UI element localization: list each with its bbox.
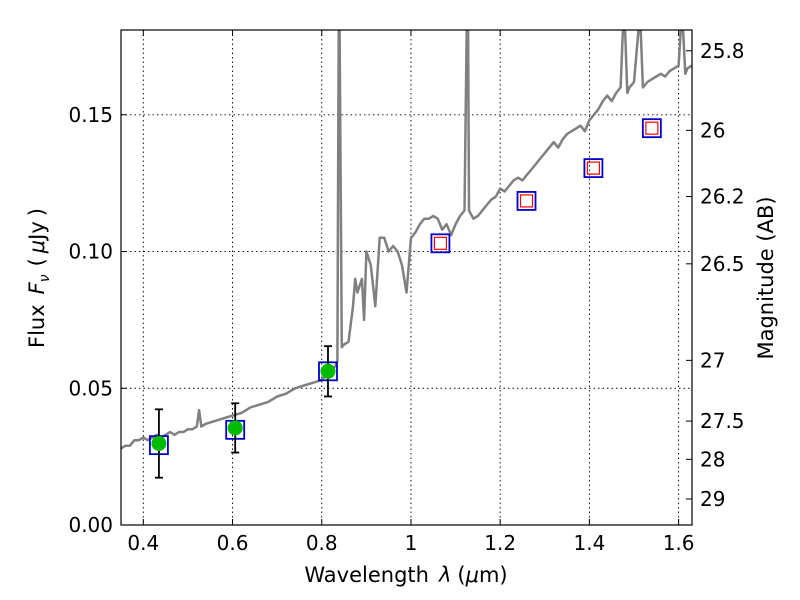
y2-tick-label: 26.5 bbox=[700, 252, 745, 276]
y-tick-label: 0.00 bbox=[68, 513, 113, 537]
x-tick-label: 0.4 bbox=[127, 531, 159, 555]
x-tick-label: 0.6 bbox=[217, 531, 249, 555]
y2-tick-label: 26 bbox=[700, 118, 725, 142]
x-tick-label: 1.4 bbox=[573, 531, 605, 555]
observed-point-marker bbox=[320, 363, 336, 379]
spectrum-layer bbox=[121, 30, 692, 450]
y2-tick-label: 29 bbox=[700, 487, 725, 511]
ticks: 0.4 0.6 0.8 1 1.2 1.4 1.6 0.00 0.05 0.10 0.15 25.8 2… bbox=[68, 30, 745, 555]
x-tick-label: 1.2 bbox=[484, 531, 516, 555]
y2-tick-label: 25.8 bbox=[700, 39, 745, 63]
inner-square-marker bbox=[519, 194, 534, 208]
observed-point-marker bbox=[151, 436, 167, 452]
spectrum-line bbox=[121, 30, 692, 450]
y2-tick-label: 27.5 bbox=[700, 409, 745, 433]
model-square-marker bbox=[583, 158, 604, 179]
model-square-marker bbox=[430, 233, 451, 254]
inner-square-marker bbox=[433, 236, 448, 250]
y-tick-label: 0.05 bbox=[68, 376, 113, 400]
y-axis-label: FluxFν(μJy) bbox=[25, 208, 53, 348]
x-axis-label: Wavelength λ (μm) bbox=[304, 563, 507, 587]
grid bbox=[121, 30, 692, 526]
observed-point-marker bbox=[227, 420, 243, 436]
model-square-marker bbox=[516, 191, 537, 211]
y-tick-label: 0.15 bbox=[68, 103, 113, 127]
y2-axis-label: Magnitude (AB) bbox=[754, 196, 778, 359]
y2-tick-label: 27 bbox=[700, 348, 725, 372]
model-square-marker bbox=[641, 118, 662, 139]
y2-tick-label: 26.2 bbox=[700, 185, 745, 209]
inner-square-marker bbox=[586, 161, 601, 175]
x-tick-label: 1 bbox=[405, 531, 418, 555]
x-tick-label: 0.8 bbox=[306, 531, 338, 555]
plot-frame bbox=[120, 29, 693, 526]
y-tick-label: 0.10 bbox=[68, 240, 113, 264]
markers-layer bbox=[149, 118, 662, 479]
inner-square-marker bbox=[645, 121, 659, 135]
y2-tick-label: 28 bbox=[700, 447, 725, 471]
x-tick-label: 1.6 bbox=[663, 531, 695, 555]
